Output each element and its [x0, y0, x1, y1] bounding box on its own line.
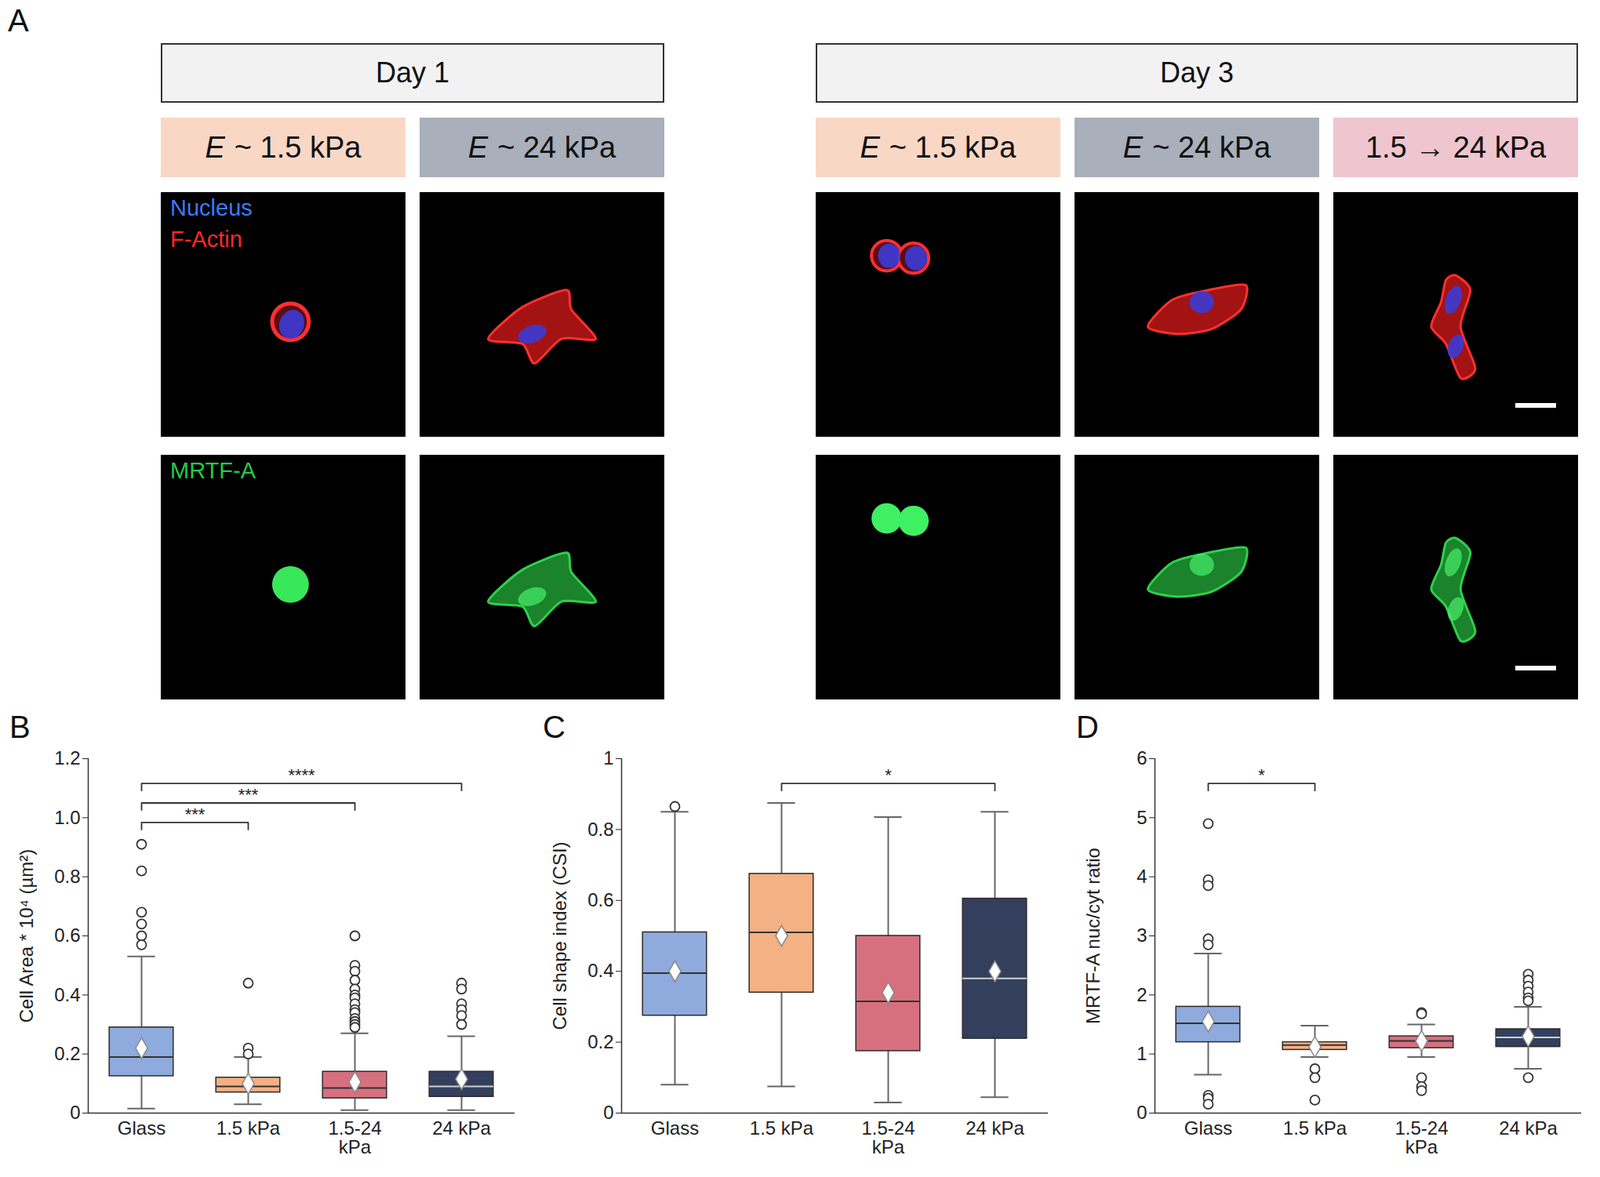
svg-text:0: 0: [69, 1101, 80, 1124]
svg-text:4: 4: [1136, 865, 1147, 888]
html-text:C: C: [542, 709, 566, 745]
html-text:E ~ 24 kPa: E ~ 24 kPa: [1122, 130, 1271, 164]
svg-text:24 kPa: 24 kPa: [965, 1117, 1025, 1139]
html-text:D: D: [1076, 709, 1099, 745]
svg-text:MRTF-A nuc/cyt ratio: MRTF-A nuc/cyt ratio: [1082, 847, 1104, 1025]
svg-text:6: 6: [1136, 747, 1147, 769]
svg-text:1.5 kPa: 1.5 kPa: [1283, 1117, 1348, 1139]
svg-text:0.8: 0.8: [587, 818, 614, 840]
svg-text:0: 0: [1136, 1101, 1147, 1124]
svg-text:*: *: [884, 765, 892, 786]
html-text:E ~ 24 kPa: E ~ 24 kPa: [468, 130, 616, 164]
svg-text:Glass: Glass: [1184, 1117, 1233, 1139]
html-text:A: A: [7, 3, 29, 38]
svg-text:1.5 kPa: 1.5 kPa: [216, 1117, 281, 1139]
svg-text:1.5 kPa: 1.5 kPa: [749, 1117, 815, 1139]
html-text:Nucleus: Nucleus: [170, 195, 253, 221]
svg-text:0.4: 0.4: [54, 984, 80, 1006]
html-text:Day 1: Day 1: [375, 56, 450, 89]
svg-text:2: 2: [1136, 984, 1147, 1006]
html-text:MRTF-A: MRTF-A: [170, 458, 256, 484]
svg-text:3: 3: [1136, 924, 1147, 946]
svg-text:24 kPa: 24 kPa: [432, 1117, 491, 1139]
svg-text:1.5-24kPa: 1.5-24kPa: [327, 1117, 382, 1158]
svg-text:Cell Area * 10⁴ (µm²): Cell Area * 10⁴ (µm²): [15, 849, 37, 1024]
svg-text:0.6: 0.6: [54, 924, 80, 946]
svg-text:0.4: 0.4: [587, 960, 614, 982]
svg-text:1.5-24kPa: 1.5-24kPa: [1394, 1117, 1448, 1158]
svg-text:****: ****: [287, 765, 316, 786]
html-text:B: B: [9, 709, 31, 745]
svg-text:5: 5: [1136, 807, 1147, 829]
svg-text:1.0: 1.0: [54, 807, 80, 829]
svg-text:Glass: Glass: [650, 1117, 699, 1139]
svg-text:0.8: 0.8: [54, 865, 80, 888]
svg-text:***: ***: [185, 804, 206, 825]
svg-text:1: 1: [603, 747, 614, 769]
svg-text:0: 0: [603, 1101, 614, 1124]
html-text:F-Actin: F-Actin: [170, 226, 243, 252]
svg-text:0.2: 0.2: [54, 1043, 80, 1065]
html-text:1.5 → 24 kPa: 1.5 → 24 kPa: [1365, 130, 1546, 164]
html-text:Day 3: Day 3: [1160, 56, 1234, 89]
svg-text:1: 1: [1136, 1043, 1147, 1065]
svg-text:0.6: 0.6: [587, 889, 614, 911]
svg-text:1.2: 1.2: [54, 747, 80, 769]
svg-text:*: *: [1258, 765, 1266, 786]
html-text:E ~ 1.5 kPa: E ~ 1.5 kPa: [860, 130, 1017, 164]
html-text:E ~ 1.5 kPa: E ~ 1.5 kPa: [205, 130, 362, 164]
svg-text:0.2: 0.2: [587, 1031, 614, 1053]
svg-text:Cell shape index (CSI): Cell shape index (CSI): [549, 841, 571, 1030]
svg-text:Glass: Glass: [117, 1117, 166, 1139]
svg-text:24 kPa: 24 kPa: [1498, 1117, 1558, 1139]
svg-text:1.5-24kPa: 1.5-24kPa: [861, 1117, 915, 1158]
svg-text:***: ***: [238, 785, 259, 805]
